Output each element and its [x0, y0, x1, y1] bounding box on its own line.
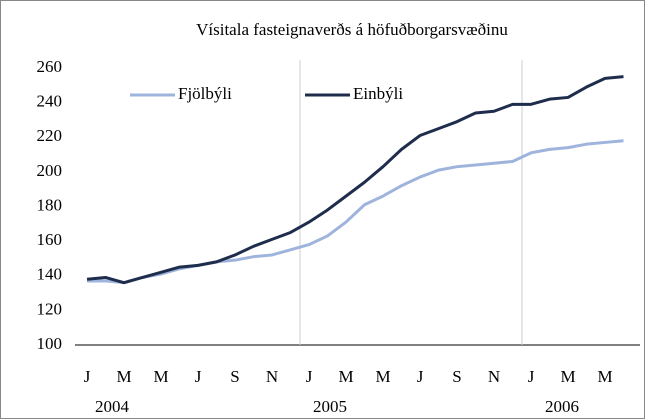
series-line: [87, 139, 624, 285]
x-tick-label: S: [452, 367, 461, 386]
x-tick-label: J: [528, 367, 535, 386]
x-tick-label: M: [375, 367, 390, 386]
series-line: [86, 75, 624, 285]
x-tick-label: M: [338, 367, 353, 386]
y-tick-label: 240: [37, 92, 63, 111]
x-tick-label: M: [153, 367, 168, 386]
y-tick-label: 260: [37, 57, 63, 76]
legend-label: Fjölbýli: [178, 84, 232, 103]
year-label: 2004: [95, 397, 130, 416]
chart-title: Vísitala fasteignaverðs á höfuðborgarsvæ…: [196, 20, 508, 39]
x-tick-label: S: [230, 367, 239, 386]
x-tick-label: M: [116, 367, 131, 386]
x-tick-label: J: [84, 367, 91, 386]
y-tick-label: 180: [37, 195, 63, 214]
year-label: 2006: [545, 397, 579, 416]
x-tick-label: J: [306, 367, 313, 386]
y-tick-label: 200: [37, 161, 63, 180]
y-tick-label: 120: [37, 299, 63, 318]
y-tick-label: 160: [37, 230, 63, 249]
x-tick-label: J: [195, 367, 202, 386]
year-label: 2005: [313, 397, 347, 416]
x-tick-label: N: [488, 367, 500, 386]
y-tick-label: 100: [37, 334, 63, 353]
y-tick-label: 140: [37, 265, 63, 284]
x-tick-label: J: [417, 367, 424, 386]
legend-label: Einbýli: [353, 84, 403, 103]
x-tick-label: M: [560, 367, 575, 386]
x-tick-label: M: [597, 367, 612, 386]
y-tick-label: 220: [37, 126, 63, 145]
x-tick-label: N: [266, 367, 278, 386]
